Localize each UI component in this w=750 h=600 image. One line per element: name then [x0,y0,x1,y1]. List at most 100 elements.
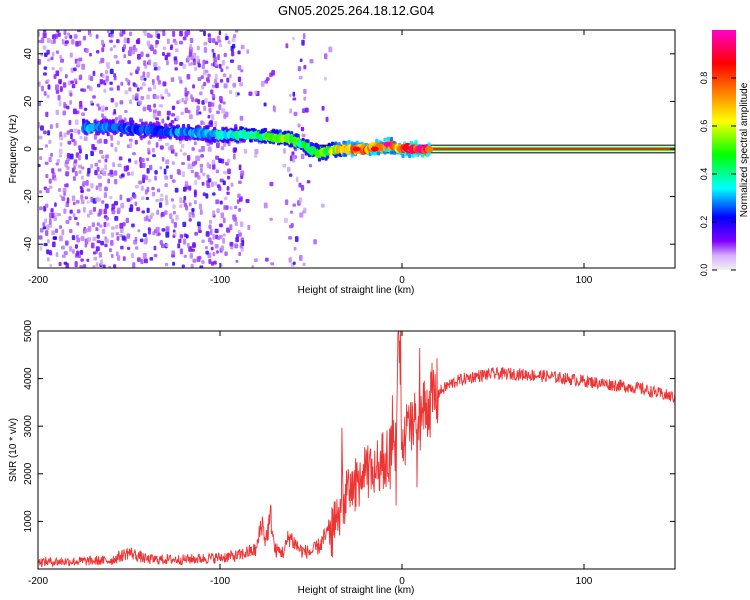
spectrogram-noise-cell [171,218,174,224]
spectrogram-noise-cell [87,167,91,174]
spectrogram-x-tick-label: 100 [576,275,593,286]
spectrogram-noise-cell [81,199,85,205]
spectrogram-noise-cell [66,153,71,159]
spectrogram-noise-cell [47,84,51,90]
spectrogram-noise-cell [72,201,76,206]
spectrogram-noise-cell [66,32,71,36]
spectrogram-noise-cell [121,235,126,241]
spectrogram-noise-cell [38,164,41,168]
spectrogram-noise-cell [203,41,208,46]
spectrogram-noise-cell [136,66,140,71]
spectrogram-noise-cell [115,224,119,229]
spectrogram-y-label: Frequency (Hz) [8,115,19,184]
spectrogram-noise-cell [165,243,169,247]
spectrogram-noise-cell [218,186,222,191]
spectrogram-noise-cell [216,208,220,213]
spectrogram-noise-cell [211,102,215,107]
spectrogram-noise-cell [58,154,62,158]
spectrogram-noise-cell [111,203,116,210]
spectrogram-noise-cell [67,140,72,145]
spectrogram-noise-cell [119,30,123,35]
spectrogram-noise-cell [116,255,121,261]
spectrogram-noise-cell [195,155,199,161]
spectrogram-noise-cell [218,104,222,110]
spectrogram-noise-cell [324,53,328,60]
spectrogram-noise-cell [136,87,140,92]
spectrogram-noise-cell [84,196,89,200]
spectrogram-noise-cell [165,165,169,169]
spectrogram-noise-cell [234,30,239,33]
spectrogram-ridge-halo [263,128,268,133]
spectrogram-noise-cell [128,87,132,92]
spectrogram-noise-cell [247,224,251,230]
snr-x-tick-label: -200 [28,576,48,587]
spectrogram-noise-cell [156,209,160,215]
spectrogram-noise-cell [309,58,314,64]
spectrogram-noise-cell [97,197,102,202]
spectrogram-noise-cell [213,56,217,63]
spectrogram-noise-cell [143,258,148,264]
spectrogram-noise-cell [115,60,120,65]
spectrogram-noise-cell [293,246,297,251]
spectrogram-noise-cell [90,150,94,156]
spectrogram-noise-cell [72,213,76,218]
spectrogram-noise-cell [48,223,53,228]
colorbar-bar [712,30,736,270]
spectrogram-noise-cell [188,202,192,207]
spectrogram-noise-cell [183,254,187,258]
spectrogram-noise-cell [237,65,242,71]
spectrogram-noise-cell [55,84,59,91]
spectrogram-ridge-halo [106,132,110,137]
spectrogram-noise-cell [239,115,244,121]
spectrogram-noise-cell [74,244,78,249]
spectrogram-noise-cell [221,158,225,164]
spectrogram-noise-cell [109,33,114,38]
spectrogram-noise-cell [152,84,157,90]
spectrogram-noise-cell [212,192,216,196]
spectrogram-noise-cell [54,33,58,39]
spectrogram-noise-cell [69,34,73,39]
spectrogram-noise-cell [128,31,133,37]
spectrogram-noise-cell [229,73,232,79]
spectrogram-noise-cell [129,197,133,201]
spectrogram-noise-cell [295,176,299,183]
colorbar-label: Normalized spectral amplitude [739,82,750,217]
spectrogram-noise-cell [263,202,268,209]
spectrogram-noise-cell [188,185,192,191]
colorbar: 0.0 0.2 0.4 0.6 0.8 Normalized spectral ampl… [699,30,750,276]
spectrogram-noise-cell [288,236,293,240]
spectrogram-ridge-halo [306,139,310,144]
spectrogram-noise-cell [152,154,156,158]
spectrogram-noise-cell [166,110,171,116]
spectrogram-noise-cell [169,213,173,220]
spectrogram-noise-cell [213,181,218,186]
spectrogram-noise-cell [199,265,204,268]
spectrogram-noise-cell [145,196,149,201]
spectrogram-noise-cell [197,224,201,231]
spectrogram-noise-cell [128,158,132,162]
spectrogram-ridge-halo [175,136,179,141]
spectrogram-noise-cell [160,211,165,217]
spectrogram-noise-cell [96,234,100,239]
spectrogram-noise-cell [141,162,146,169]
spectrogram-noise-cell [233,34,237,38]
spectrogram-noise-cell [172,204,176,209]
spectrogram-noise-cell [146,26,150,29]
spectrogram-noise-cell [125,165,130,171]
spectrogram-noise-cell [273,106,277,113]
spectrogram-noise-cell [44,203,49,208]
spectrogram-noise-cell [237,193,241,198]
spectrogram-noise-cell [48,250,52,256]
snr-series-line [38,331,675,568]
spectrogram-noise-cell [126,198,131,202]
spectrogram-noise-cell [186,73,191,80]
spectrogram-noise-cell [53,236,58,240]
spectrogram-noise-cell [113,54,118,59]
spectrogram-noise-cell [125,217,129,224]
spectrogram-noise-cell [152,112,157,119]
spectrogram-noise-cell [171,161,175,165]
spectrogram-noise-cell [139,238,144,243]
spectrogram-noise-cell [196,55,200,62]
spectrogram-noise-cell [148,164,153,171]
